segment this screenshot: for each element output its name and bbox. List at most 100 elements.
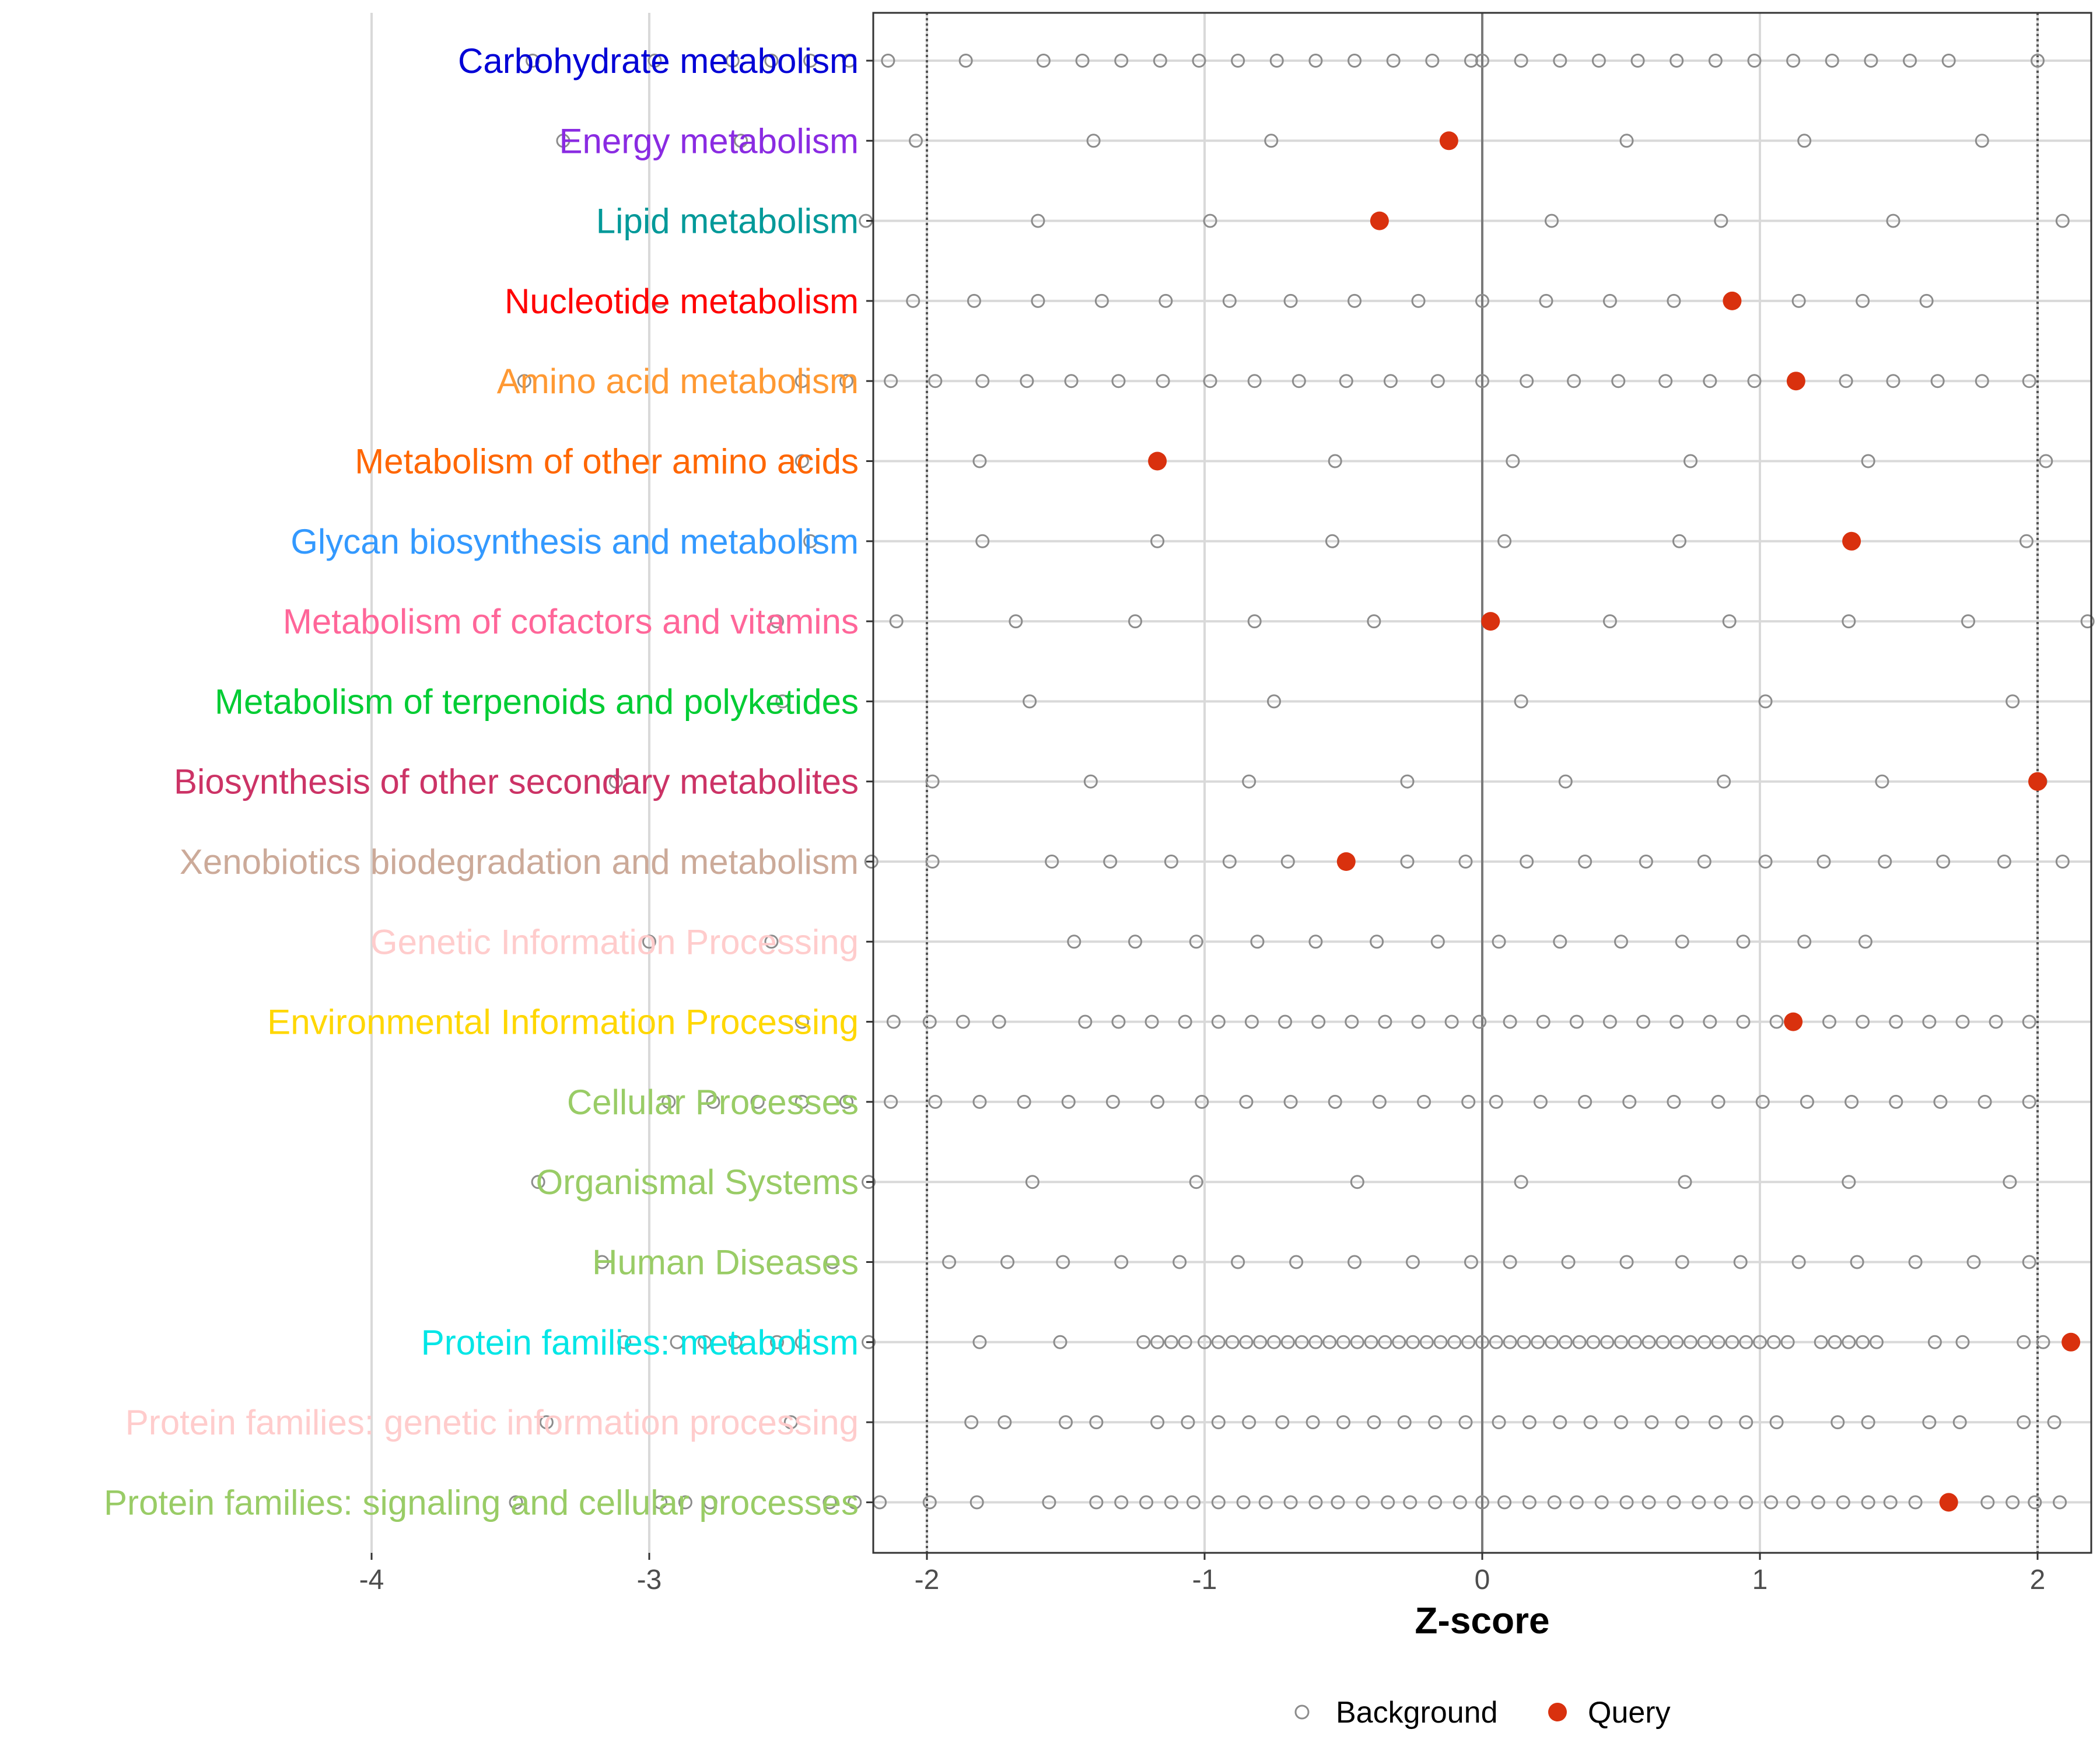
background-point <box>725 54 740 68</box>
background-point <box>1850 1255 1864 1269</box>
background-point <box>1697 1335 1712 1349</box>
background-point <box>975 534 990 548</box>
background-point <box>1061 1094 1076 1109</box>
background-point <box>1430 935 1445 949</box>
background-point <box>1283 293 1298 308</box>
background-point <box>1711 1094 1726 1109</box>
background-point <box>1236 1495 1251 1510</box>
background-point <box>1547 1495 1562 1510</box>
background-point <box>2028 1495 2042 1510</box>
category-label: Carbohydrate metabolism <box>458 41 859 80</box>
background-point <box>1611 374 1626 388</box>
background-point <box>1267 694 1281 709</box>
background-point <box>1856 1014 1870 1029</box>
background-point <box>1503 1335 1517 1349</box>
background-point <box>1094 293 1109 308</box>
background-point <box>1411 1014 1426 1029</box>
background-point <box>1569 1495 1584 1510</box>
background-point <box>1883 1495 1898 1510</box>
background-point <box>1553 1415 1567 1430</box>
background-point <box>1128 614 1142 629</box>
background-point <box>1961 614 1975 629</box>
query-point <box>1370 211 1389 230</box>
background-point <box>1922 1014 1937 1029</box>
background-point <box>1325 534 1339 548</box>
background-point <box>1955 1014 1970 1029</box>
background-point <box>1520 374 1534 388</box>
background-point <box>1322 1335 1337 1349</box>
background-point <box>1845 1094 1859 1109</box>
background-point <box>1658 374 1673 388</box>
background-point <box>1372 1094 1387 1109</box>
background-point <box>1531 1335 1545 1349</box>
background-point <box>1619 1255 1634 1269</box>
background-point <box>1009 614 1023 629</box>
background-point <box>1545 1335 1559 1349</box>
background-point <box>1128 935 1142 949</box>
background-point <box>1158 293 1173 308</box>
background-point <box>1583 1415 1598 1430</box>
background-point <box>1797 134 1812 148</box>
background-point <box>1036 54 1051 68</box>
background-point <box>1025 1175 1040 1189</box>
background-point <box>1150 1415 1165 1430</box>
background-point <box>2053 1495 2067 1510</box>
background-point <box>1797 935 1812 949</box>
background-point <box>1842 1175 1856 1189</box>
background-point <box>1428 1415 1443 1430</box>
background-point <box>662 1094 676 1109</box>
legend: Background Query <box>1294 1696 1671 1730</box>
background-point <box>1769 1415 1784 1430</box>
category-label: Energy metabolism <box>559 121 859 160</box>
background-point <box>1172 1255 1187 1269</box>
background-point <box>1078 1014 1093 1029</box>
background-point <box>1278 1014 1293 1029</box>
background-point <box>1475 374 1489 388</box>
background-point <box>1856 1335 1870 1349</box>
background-point <box>1670 54 1684 68</box>
background-point <box>2019 534 2034 548</box>
background-point <box>794 374 809 388</box>
query-point <box>2028 772 2047 791</box>
background-point <box>1536 1014 1550 1029</box>
background-point <box>1367 614 1381 629</box>
background-point <box>1350 1175 1364 1189</box>
background-point <box>884 374 898 388</box>
background-point <box>1578 1094 1592 1109</box>
background-point <box>1150 1094 1165 1109</box>
background-point <box>1572 1335 1587 1349</box>
background-point <box>764 54 779 68</box>
background-point <box>1103 855 1118 869</box>
background-point <box>1644 1415 1659 1430</box>
background-point <box>783 1415 798 1430</box>
background-point <box>1903 54 1917 68</box>
background-point <box>1400 855 1415 869</box>
background-point <box>1356 1495 1370 1510</box>
background-point <box>1211 1014 1226 1029</box>
background-point <box>1558 774 1573 789</box>
x-tick-label: 2 <box>2030 1564 2046 1595</box>
background-point <box>1383 374 1398 388</box>
background-point <box>1836 1495 1850 1510</box>
category-label: Lipid metabolism <box>596 202 859 241</box>
background-point <box>531 1175 545 1189</box>
background-point <box>1739 1335 1754 1349</box>
background-point <box>822 1495 837 1510</box>
background-point <box>1308 935 1323 949</box>
background-point <box>1503 1255 1517 1269</box>
background-point <box>1908 1255 1923 1269</box>
background-point <box>803 54 818 68</box>
background-point <box>1328 1094 1342 1109</box>
background-point <box>1056 1255 1070 1269</box>
background-point <box>1670 1335 1684 1349</box>
x-axis-title: Z-score <box>1415 1600 1549 1642</box>
background-point <box>1766 1335 1781 1349</box>
background-point <box>1430 374 1445 388</box>
category-label: Protein families: metabolism <box>421 1323 859 1362</box>
background-point <box>1186 1495 1200 1510</box>
background-point <box>1758 694 1773 709</box>
background-point <box>1755 1094 1770 1109</box>
background-point <box>1861 454 1875 468</box>
background-point <box>1497 534 1512 548</box>
background-point <box>1764 1495 1779 1510</box>
